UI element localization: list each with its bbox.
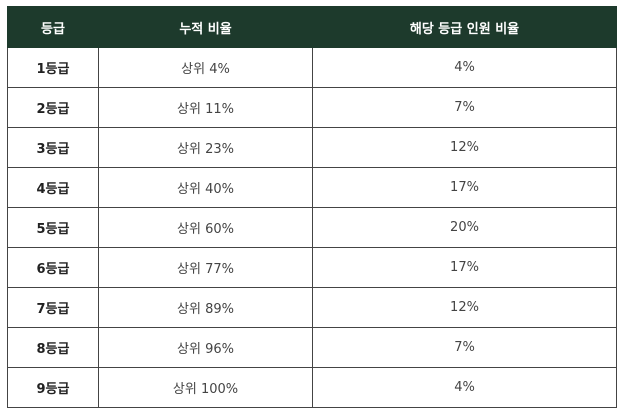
cumulative-cell: 상위 11%	[98, 87, 313, 128]
ratio-cell: 20%	[312, 207, 617, 248]
grade-cell: 6등급	[7, 247, 99, 288]
ratio-cell: 7%	[312, 87, 617, 128]
grade-cell: 4등급	[7, 167, 99, 208]
ratio-cell: 17%	[312, 247, 617, 288]
cumulative-cell: 상위 40%	[98, 167, 313, 208]
table-row: 1등급 상위 4% 4%	[7, 47, 617, 88]
grade-cell: 7등급	[7, 287, 99, 328]
table-body: 1등급 상위 4% 4% 2등급 상위 11% 7% 3등급 상위 23% 12…	[7, 47, 617, 408]
cumulative-cell: 상위 4%	[98, 47, 313, 88]
ratio-cell: 17%	[312, 167, 617, 208]
grade-cell: 9등급	[7, 367, 99, 408]
grade-table: 등급 누적 비율 해당 등급 인원 비율 1등급 상위 4% 4% 2등급 상위…	[7, 6, 617, 408]
grade-cell: 2등급	[7, 87, 99, 128]
table-header: 등급 누적 비율 해당 등급 인원 비율	[7, 6, 617, 48]
cumulative-cell: 상위 77%	[98, 247, 313, 288]
grade-cell: 8등급	[7, 327, 99, 368]
table-row: 7등급 상위 89% 12%	[7, 287, 617, 328]
table-row: 4등급 상위 40% 17%	[7, 167, 617, 208]
header-grade-ratio: 해당 등급 인원 비율	[312, 6, 617, 48]
header-cumulative-ratio: 누적 비율	[98, 6, 313, 48]
header-grade: 등급	[7, 6, 99, 48]
ratio-cell: 12%	[312, 287, 617, 328]
table-row: 3등급 상위 23% 12%	[7, 127, 617, 168]
cumulative-cell: 상위 89%	[98, 287, 313, 328]
ratio-cell: 7%	[312, 327, 617, 368]
table-row: 2등급 상위 11% 7%	[7, 87, 617, 128]
ratio-cell: 4%	[312, 367, 617, 408]
header-row: 등급 누적 비율 해당 등급 인원 비율	[7, 6, 617, 48]
table-row: 8등급 상위 96% 7%	[7, 327, 617, 368]
table-row: 5등급 상위 60% 20%	[7, 207, 617, 248]
cumulative-cell: 상위 23%	[98, 127, 313, 168]
table-row: 9등급 상위 100% 4%	[7, 367, 617, 408]
grade-table-container: 등급 누적 비율 해당 등급 인원 비율 1등급 상위 4% 4% 2등급 상위…	[7, 6, 617, 408]
grade-cell: 5등급	[7, 207, 99, 248]
cumulative-cell: 상위 96%	[98, 327, 313, 368]
ratio-cell: 4%	[312, 47, 617, 88]
ratio-cell: 12%	[312, 127, 617, 168]
cumulative-cell: 상위 60%	[98, 207, 313, 248]
grade-cell: 3등급	[7, 127, 99, 168]
grade-cell: 1등급	[7, 47, 99, 88]
table-row: 6등급 상위 77% 17%	[7, 247, 617, 288]
cumulative-cell: 상위 100%	[98, 367, 313, 408]
